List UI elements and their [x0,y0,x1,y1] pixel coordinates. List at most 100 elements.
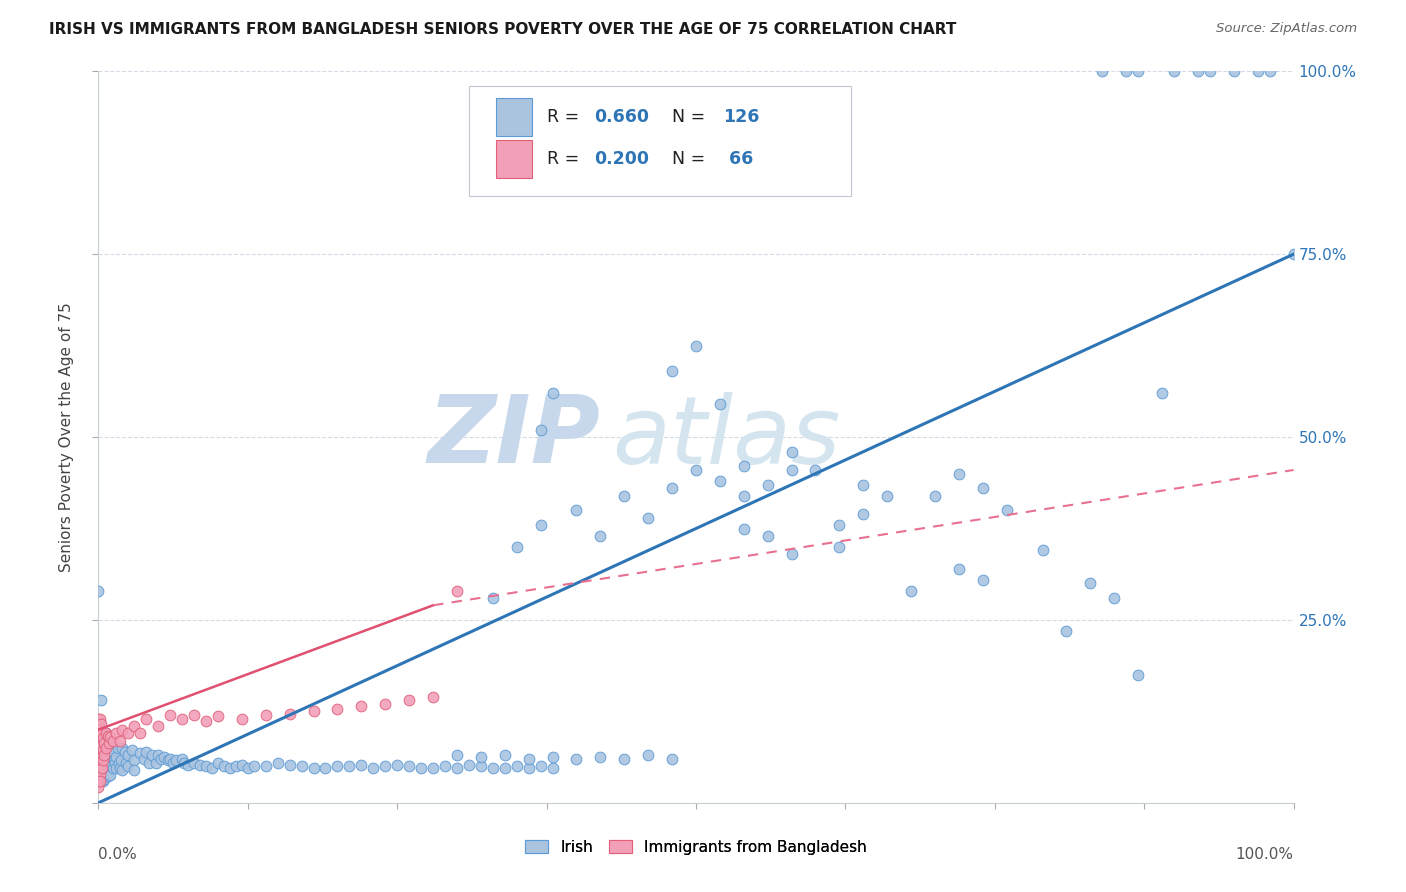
Point [94,761,117,775]
Point [1115,64,1137,78]
Point [87,748,110,763]
Point [94,750,117,764]
Point [91,768,114,782]
Point [105,750,128,764]
Point [1128,64,1150,78]
Point [87,743,110,757]
Point [111,763,134,777]
Point [661,364,683,378]
Point [172,712,194,726]
Point [852,507,875,521]
Point [201,761,224,775]
Point [446,748,468,763]
Point [97,748,120,763]
Point [494,748,516,763]
Point [124,753,146,767]
Point [124,719,146,733]
Point [101,761,124,775]
Text: N =: N = [672,109,711,127]
Point [350,757,373,772]
Point [225,759,247,773]
Point [87,765,110,780]
Point [756,529,779,543]
Point [541,386,564,401]
Point [87,724,110,739]
Point [541,761,564,775]
Point [1223,64,1246,78]
Point [876,489,898,503]
Point [89,712,111,726]
Point [90,716,112,731]
Point [1056,624,1078,638]
Point [470,759,492,773]
Point [780,444,803,458]
Point [159,708,181,723]
Text: R =: R = [547,109,585,127]
Point [1199,64,1222,78]
Point [87,753,110,767]
Point [291,759,314,773]
Point [105,761,128,775]
Point [972,481,994,495]
Point [363,761,385,775]
Point [91,737,114,751]
Point [94,726,117,740]
Point [565,752,588,766]
Text: 0.200: 0.200 [595,150,650,168]
Point [278,757,301,772]
Point [243,759,266,773]
Point [613,489,636,503]
Point [148,748,170,763]
Legend: Irish, Immigrants from Bangladesh: Irish, Immigrants from Bangladesh [519,834,873,861]
Point [89,766,111,780]
Point [153,750,176,764]
Y-axis label: Seniors Poverty Over the Age of 75: Seniors Poverty Over the Age of 75 [59,302,75,572]
Point [924,489,946,503]
Point [972,573,994,587]
Point [530,759,553,773]
Point [117,748,139,763]
Point [91,773,114,788]
Text: 66: 66 [724,150,754,168]
Point [374,759,396,773]
Point [98,736,121,750]
Text: 100.0%: 100.0% [1236,847,1294,862]
Point [589,529,612,543]
Point [236,761,259,775]
Point [148,719,170,733]
Point [411,761,433,775]
Point [111,723,134,737]
Point [135,712,157,726]
Point [780,463,803,477]
Point [94,740,117,755]
Point [87,729,110,743]
Point [121,743,143,757]
Point [93,740,115,755]
Point [267,756,290,770]
Point [709,474,731,488]
Point [117,726,139,740]
Point [93,765,115,780]
Point [132,752,155,766]
Point [89,740,111,755]
Point [141,748,163,763]
Point [93,736,115,750]
Point [995,503,1018,517]
Point [114,745,136,759]
Point [87,726,110,740]
Point [87,719,110,733]
Point [231,712,253,726]
Point [111,740,134,755]
Point [398,759,420,773]
Point [101,746,124,760]
Point [339,759,361,773]
Point [165,753,187,767]
Point [1080,576,1102,591]
Point [709,397,731,411]
Point [104,756,127,770]
Point [685,338,707,352]
Point [398,693,420,707]
Point [159,752,181,766]
Point [98,757,121,772]
Point [302,761,325,775]
